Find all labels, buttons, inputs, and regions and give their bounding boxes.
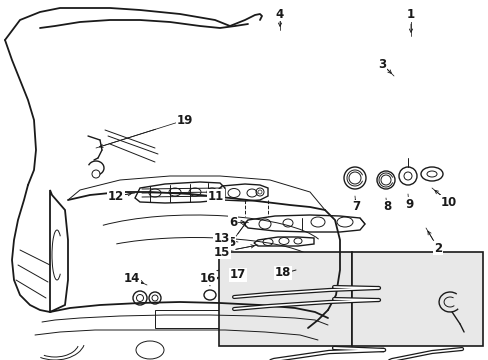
Text: 17: 17: [229, 269, 245, 282]
Text: 19: 19: [177, 113, 193, 126]
Text: 13: 13: [213, 233, 230, 246]
Text: 2: 2: [433, 242, 441, 255]
Text: 14: 14: [123, 271, 140, 284]
Text: 9: 9: [404, 198, 412, 211]
Text: 11: 11: [207, 189, 224, 202]
Text: 6: 6: [228, 216, 237, 229]
Bar: [351, 252, 482, 346]
Text: 7: 7: [351, 201, 359, 213]
Text: 15: 15: [213, 246, 230, 258]
Text: 5: 5: [226, 237, 235, 249]
Text: 10: 10: [440, 195, 456, 208]
Text: 1: 1: [406, 9, 414, 22]
Text: 12: 12: [108, 189, 124, 202]
Text: 18: 18: [274, 266, 290, 279]
Text: 4: 4: [275, 8, 284, 21]
Bar: [155, 310, 235, 328]
Text: 8: 8: [382, 201, 390, 213]
Text: 3: 3: [377, 58, 385, 71]
Text: 16: 16: [200, 271, 216, 284]
Bar: [219, 252, 351, 346]
